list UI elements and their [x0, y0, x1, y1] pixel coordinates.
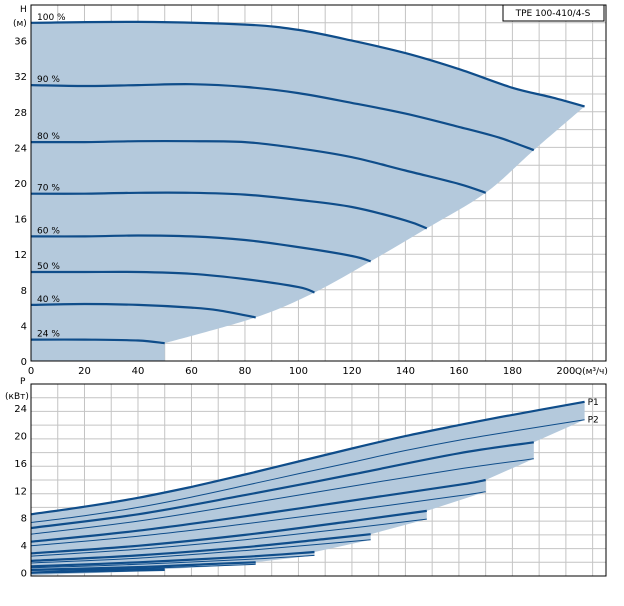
power-curve-p2	[30, 419, 585, 523]
head-y-tick: 8	[21, 286, 27, 297]
head-chart-frame	[30, 4, 607, 362]
power-y-ticks: 0 4 8 12 16 20 24	[14, 404, 27, 580]
head-curve-label-90: 90 %	[37, 75, 60, 85]
head-curve-40	[30, 302, 256, 319]
power-curve-labels: P1 P2	[588, 398, 599, 426]
power-y-tick: 20	[14, 431, 27, 442]
head-y-tick: 24	[14, 143, 27, 154]
head-y-tick: 16	[14, 215, 27, 226]
head-x-tick: 100	[289, 366, 308, 377]
head-y-ticks: 0 4 8 12 16 20 24 28 32 36	[14, 37, 27, 368]
head-x-tick: 0	[28, 366, 34, 377]
power-curve-13	[30, 563, 256, 571]
head-curve-label-100: 100 %	[37, 13, 66, 23]
head-y-tick: 4	[21, 321, 27, 332]
head-curve-80	[30, 139, 487, 194]
head-y-unit: (м)	[13, 19, 27, 29]
head-curves	[30, 20, 585, 345]
power-curve-9	[30, 539, 371, 564]
power-curve-10	[30, 550, 315, 568]
head-curve-label-24: 24 %	[37, 330, 60, 340]
power-curve-6	[30, 509, 427, 555]
power-y-tick: 0	[21, 569, 27, 580]
power-y-symbol: P	[20, 377, 26, 387]
power-curves	[30, 400, 585, 574]
head-y-tick: 20	[14, 179, 27, 190]
power-y-tick: 12	[14, 486, 27, 497]
title-box	[502, 4, 605, 22]
head-curve-label-80: 80 %	[37, 132, 60, 142]
head-x-label: Q(м³/ч)	[575, 367, 608, 377]
head-x-tick: 160	[449, 366, 468, 377]
head-x-tick: 120	[342, 366, 361, 377]
head-curve-60	[30, 234, 372, 263]
head-curve-label-60: 60 %	[37, 226, 60, 236]
power-y-tick: 16	[14, 459, 27, 470]
power-chart-frame	[30, 383, 607, 577]
head-x-tick: 180	[503, 366, 522, 377]
head-curve-label-40: 40 %	[37, 295, 60, 305]
power-curve-5	[30, 491, 486, 547]
power-y-tick: 24	[14, 404, 27, 415]
power-curve-3	[30, 458, 534, 535]
power-envelope-area	[31, 401, 585, 576]
power-curve-label-p2: P2	[588, 416, 599, 426]
power-y-tick: 4	[21, 541, 27, 552]
head-x-tick: 200	[556, 366, 575, 377]
power-y-unit: (кВт)	[5, 392, 29, 402]
head-y-tick: 32	[14, 72, 27, 83]
head-y-tick: 36	[14, 37, 27, 48]
power-curve-label-p1: P1	[588, 398, 599, 408]
head-curve-label-70: 70 %	[37, 184, 60, 194]
power-curve-15	[30, 570, 165, 574]
power-curve-12	[30, 561, 256, 571]
power-curve-p1	[30, 400, 585, 516]
head-x-tick: 40	[132, 366, 145, 377]
head-x-tick: 20	[78, 366, 91, 377]
head-envelope-area	[31, 21, 585, 362]
head-curve-70	[30, 191, 428, 230]
power-curve-14	[30, 568, 165, 574]
power-curve-7	[30, 518, 427, 557]
power-y-tick: 8	[21, 514, 27, 525]
head-curve-labels: 100 % 90 % 80 % 70 % 60 % 50 % 40 % 24 %	[37, 13, 66, 340]
head-y-tick: 12	[14, 250, 27, 261]
head-curve-24	[30, 338, 165, 345]
head-curve-90	[30, 83, 535, 152]
head-x-ticks: 0 20 40 60 80 100 120 140 160 180 200	[28, 366, 576, 377]
power-curve-2	[30, 441, 534, 530]
power-curve-8	[30, 533, 371, 562]
head-curve-label-50: 50 %	[37, 262, 60, 272]
head-curve-100	[30, 20, 585, 108]
power-curve-11	[30, 554, 315, 569]
head-y-tick: 28	[14, 108, 27, 119]
head-x-tick: 80	[239, 366, 252, 377]
head-y-tick: 0	[21, 357, 27, 368]
head-y-symbol: H	[20, 5, 27, 15]
head-x-tick: 140	[396, 366, 415, 377]
power-chart: P1 P2 0 4 8 12 16 20 24 P (кВт)	[5, 377, 607, 580]
head-chart: 100 %90 %80 %70 %60 %50 %40 %24 % 0 20 40 6…	[13, 4, 608, 377]
head-curve-50	[31, 270, 315, 294]
power-curve-4	[30, 478, 486, 543]
head-x-tick: 60	[185, 366, 198, 377]
chart-title: TPE 100-410/4-S	[515, 9, 591, 19]
